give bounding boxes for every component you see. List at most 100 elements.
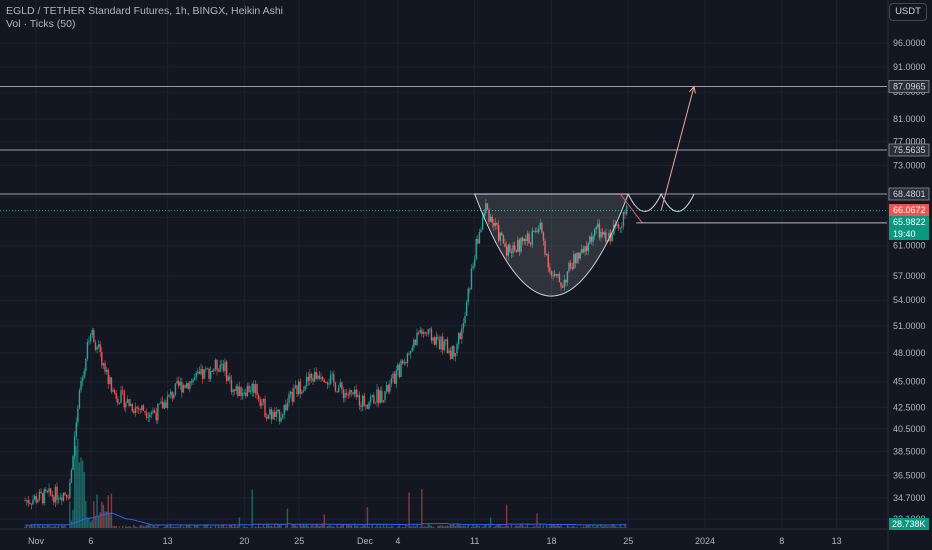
volume-bar [273, 524, 276, 528]
volume-bar [497, 525, 500, 528]
volume-bar [238, 517, 241, 528]
volume-bar [478, 526, 481, 528]
candle-body [185, 383, 188, 388]
volume-bar [621, 526, 623, 528]
candle-body [550, 271, 553, 276]
volume-bar [381, 527, 383, 528]
volume-bar [310, 525, 313, 528]
candle-body [350, 390, 353, 393]
candle-body [473, 259, 476, 266]
candle-body [280, 417, 282, 422]
candle-body [462, 322, 465, 329]
symbol-title[interactable]: EGLD / TETHER Standard Futures, 1h, BING… [6, 5, 283, 17]
candle-body [153, 410, 156, 413]
candle-body [446, 339, 449, 353]
volume-bar [318, 526, 321, 528]
volume-bar [557, 524, 559, 528]
volume-bar [182, 526, 185, 528]
candle-body [64, 492, 66, 495]
volume-indicator-label[interactable]: Vol · Ticks (50) [6, 18, 76, 30]
volume-bar [501, 526, 503, 528]
candle-body [401, 360, 404, 364]
volume-bar [329, 525, 332, 528]
candle-body [398, 364, 401, 378]
candle-body [30, 503, 33, 505]
candle-body [203, 369, 205, 379]
volume-bar [603, 525, 605, 528]
volume-bar [579, 527, 581, 528]
volume-bar [597, 524, 599, 528]
candle-body [264, 398, 266, 417]
candle-body [344, 392, 346, 399]
candle-body [376, 389, 378, 403]
time-axis[interactable]: Nov 6 13 20 25 Dec 4 11 18 25 2024 8 13 [0, 528, 887, 546]
volume-bar [301, 525, 303, 528]
candle-body [333, 374, 335, 383]
candle-body [70, 470, 73, 483]
candle-body [141, 405, 143, 410]
candle-body [267, 414, 269, 419]
candle-body [520, 237, 522, 252]
volume-bar [315, 524, 317, 528]
candle-body [504, 243, 506, 247]
volume-bar [249, 527, 252, 528]
candle-body [101, 352, 103, 366]
volume-bar [437, 525, 439, 528]
candle-body [285, 404, 287, 411]
volume-bar [616, 527, 618, 528]
candle-body [584, 246, 586, 253]
volume-bar [195, 525, 197, 528]
price-tick-label: 54.0000 [893, 295, 926, 305]
candle-body [208, 368, 210, 379]
candle-body [329, 375, 332, 384]
candle-body [325, 382, 327, 384]
volume-bar [193, 524, 196, 528]
volume-bar [305, 524, 308, 528]
volume-bar [278, 524, 281, 528]
candle-body [552, 275, 554, 277]
candle-body [318, 375, 321, 379]
volume-bar [357, 525, 359, 528]
volume-bar [496, 524, 498, 528]
candle-body [328, 383, 330, 385]
candle-body [176, 380, 178, 384]
candle-body [245, 392, 247, 397]
volume-bar [545, 525, 548, 528]
candle-body [99, 344, 101, 353]
candle-body [371, 395, 373, 398]
candle-body [160, 401, 162, 404]
volume-bar [221, 524, 223, 528]
level-tag-label: 68.4801 [893, 189, 926, 199]
candle-body [123, 390, 125, 408]
candle-body [541, 222, 543, 233]
candle-body [465, 301, 468, 316]
volume-bar [245, 527, 247, 528]
candle-body [502, 235, 505, 244]
candle-body [312, 378, 314, 382]
volume-bar [515, 524, 517, 528]
currency-button[interactable]: USDT [889, 3, 927, 21]
volume-bar [224, 527, 226, 528]
candle-body [120, 390, 122, 403]
volume-bar [254, 526, 257, 528]
volume-bar [85, 500, 87, 528]
price-tick-label: 42.5000 [893, 402, 926, 412]
candle-body [579, 252, 581, 259]
volume-bar [504, 525, 506, 528]
volume-bar [513, 526, 516, 528]
volume-bar [461, 526, 463, 528]
candle-body [214, 359, 217, 370]
candle-body [326, 382, 329, 385]
candle-body [112, 390, 114, 392]
candle-body [379, 390, 381, 404]
volume-bar [209, 525, 212, 528]
candle-body [278, 409, 281, 422]
candle-body [515, 249, 517, 252]
candle-body [505, 246, 508, 256]
volume-bar [363, 524, 365, 528]
volume-bar [214, 525, 217, 528]
volume-bar [414, 526, 417, 528]
candle-body [173, 394, 175, 399]
candle-body [549, 267, 551, 272]
